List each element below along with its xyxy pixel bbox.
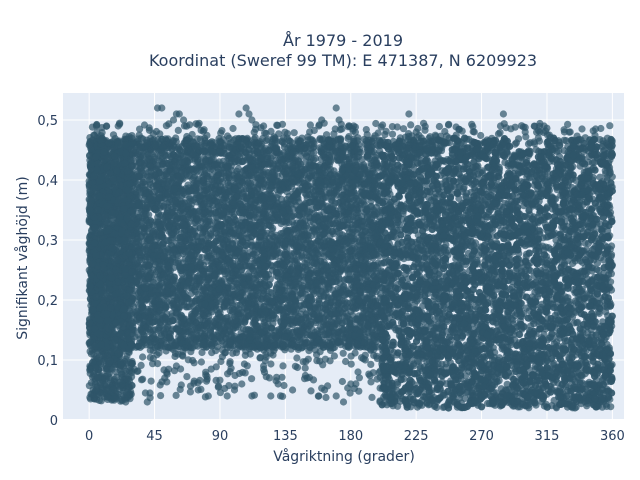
chart-title-line-2: Koordinat (Sweref 99 TM): E 471387, N 62…: [149, 51, 537, 70]
data-point: [154, 315, 162, 323]
data-point: [346, 275, 354, 283]
data-points: [85, 104, 616, 412]
data-point: [146, 180, 154, 188]
data-point: [169, 138, 177, 146]
data-point: [302, 222, 311, 230]
data-point: [234, 165, 242, 173]
data-point: [363, 168, 371, 176]
data-point: [250, 250, 258, 258]
chart-title-line-1: År 1979 - 2019: [283, 31, 403, 50]
data-point: [280, 319, 288, 327]
data-point: [162, 315, 170, 324]
data-point: [196, 243, 204, 251]
data-point: [369, 211, 377, 219]
